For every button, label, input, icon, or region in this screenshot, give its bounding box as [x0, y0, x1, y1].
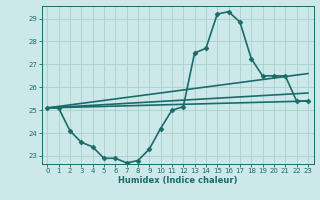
X-axis label: Humidex (Indice chaleur): Humidex (Indice chaleur)	[118, 176, 237, 185]
